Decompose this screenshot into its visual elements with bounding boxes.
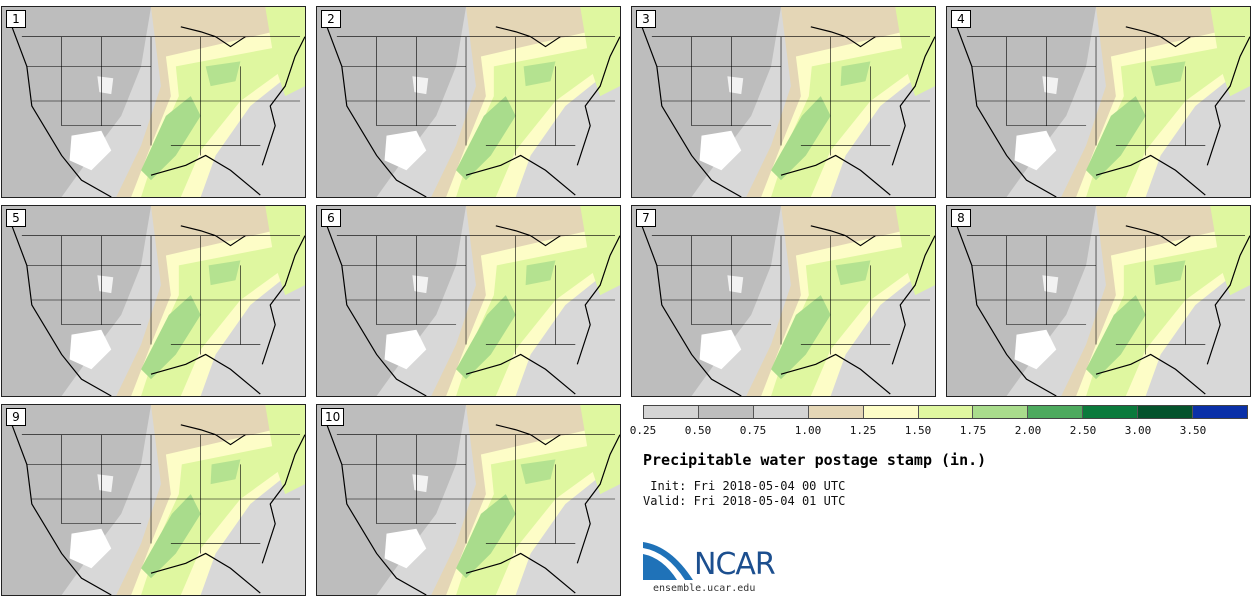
colorbar-swatch [1028,406,1084,418]
site-url: ensemble.ucar.edu [653,583,756,594]
stamp-number-label: 1 [6,10,26,28]
init-time: Init: Fri 2018-05-04 00 UTC [643,479,846,493]
stamp-number-label: 9 [6,408,26,426]
colorbar-tick-label: 1.50 [904,424,932,437]
colorbar-ticks: 0.25 0.50 0.75 1.00 1.25 1.50 1.75 2.00 2.50 3.00… [630,424,1260,438]
colorbar-swatch [808,406,864,418]
map-stamp: 5 [1,205,306,397]
map-stamp: 3 [631,6,936,198]
map-stamp: 6 [316,205,621,397]
ncar-logo-text: NCAR [694,547,776,582]
colorbar-tick-label: 2.50 [1069,424,1097,437]
stamp-number-label: 2 [321,10,341,28]
colorbar-tick-label: 3.50 [1179,424,1207,437]
stamp-number-label: 7 [636,209,656,227]
colorbar-swatch [1138,406,1194,418]
map-stamp: 1 [1,6,306,198]
map-stamp: 9 [1,404,306,596]
colorbar-swatch [698,406,754,418]
colorbar-tick-label: 1.75 [959,424,987,437]
map-stamp: 8 [946,205,1251,397]
stamp-number-label: 10 [321,408,345,426]
map-stamp: 4 [946,6,1251,198]
colorbar [643,405,1248,419]
colorbar-swatch [918,406,974,418]
colorbar-swatch [1193,406,1247,418]
stamp-number-label: 4 [951,10,971,28]
map-stamp: 2 [316,6,621,198]
valid-time: Valid: Fri 2018-05-04 01 UTC [643,494,846,508]
colorbar-swatch [644,406,699,418]
map-stamp: 7 [631,205,936,397]
colorbar-tick-label: 0.25 [629,424,657,437]
colorbar-tick-label: 3.00 [1124,424,1152,437]
colorbar-tick-label: 1.00 [794,424,822,437]
colorbar-tick-label: 0.75 [739,424,767,437]
colorbar-swatch [753,406,809,418]
colorbar-tick-label: 0.50 [684,424,712,437]
colorbar-swatch [863,406,919,418]
stamp-number-label: 6 [321,209,341,227]
stamp-number-label: 5 [6,209,26,227]
colorbar-swatch [973,406,1029,418]
stamp-number-label: 3 [636,10,656,28]
map-stamp: 10 [316,404,621,596]
colorbar-tick-label: 1.25 [849,424,877,437]
colorbar-tick-label: 2.00 [1014,424,1042,437]
colorbar-swatch [1083,406,1139,418]
plot-title: Precipitable water postage stamp (in.) [643,451,987,469]
ncar-logo-icon [643,542,693,580]
stamp-number-label: 8 [951,209,971,227]
